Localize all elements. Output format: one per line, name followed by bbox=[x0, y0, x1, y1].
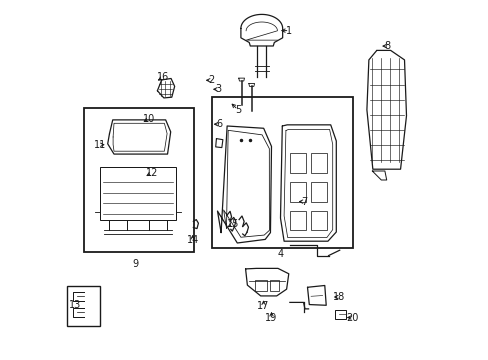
Bar bbox=[310, 211, 326, 230]
Text: 9: 9 bbox=[132, 258, 138, 269]
Text: 20: 20 bbox=[346, 312, 358, 323]
Bar bbox=[310, 182, 326, 202]
Text: 18: 18 bbox=[333, 292, 345, 302]
Text: 7: 7 bbox=[300, 197, 306, 207]
Text: 1: 1 bbox=[286, 26, 292, 36]
Bar bbox=[335, 310, 346, 319]
Text: 2: 2 bbox=[208, 75, 214, 85]
Bar bbox=[269, 280, 279, 291]
Bar bbox=[67, 286, 100, 326]
Bar bbox=[289, 211, 305, 230]
Text: 11: 11 bbox=[94, 140, 106, 150]
Text: 3: 3 bbox=[215, 84, 221, 94]
Bar bbox=[310, 153, 326, 173]
Text: 8: 8 bbox=[384, 41, 390, 51]
Bar bbox=[212, 97, 352, 248]
Bar bbox=[101, 167, 176, 220]
Text: 12: 12 bbox=[145, 168, 158, 178]
Text: 5: 5 bbox=[234, 105, 241, 115]
Text: 17: 17 bbox=[257, 301, 269, 311]
Text: 13: 13 bbox=[69, 300, 81, 310]
Text: 14: 14 bbox=[186, 235, 199, 246]
Text: 6: 6 bbox=[216, 119, 222, 129]
Bar bbox=[289, 182, 305, 202]
Text: 15: 15 bbox=[226, 219, 239, 229]
Bar bbox=[289, 153, 305, 173]
Text: 10: 10 bbox=[142, 114, 155, 124]
Bar bbox=[84, 108, 194, 252]
Text: 4: 4 bbox=[277, 249, 283, 259]
Bar bbox=[254, 280, 266, 291]
Text: 19: 19 bbox=[265, 312, 277, 323]
Text: 16: 16 bbox=[157, 72, 169, 82]
